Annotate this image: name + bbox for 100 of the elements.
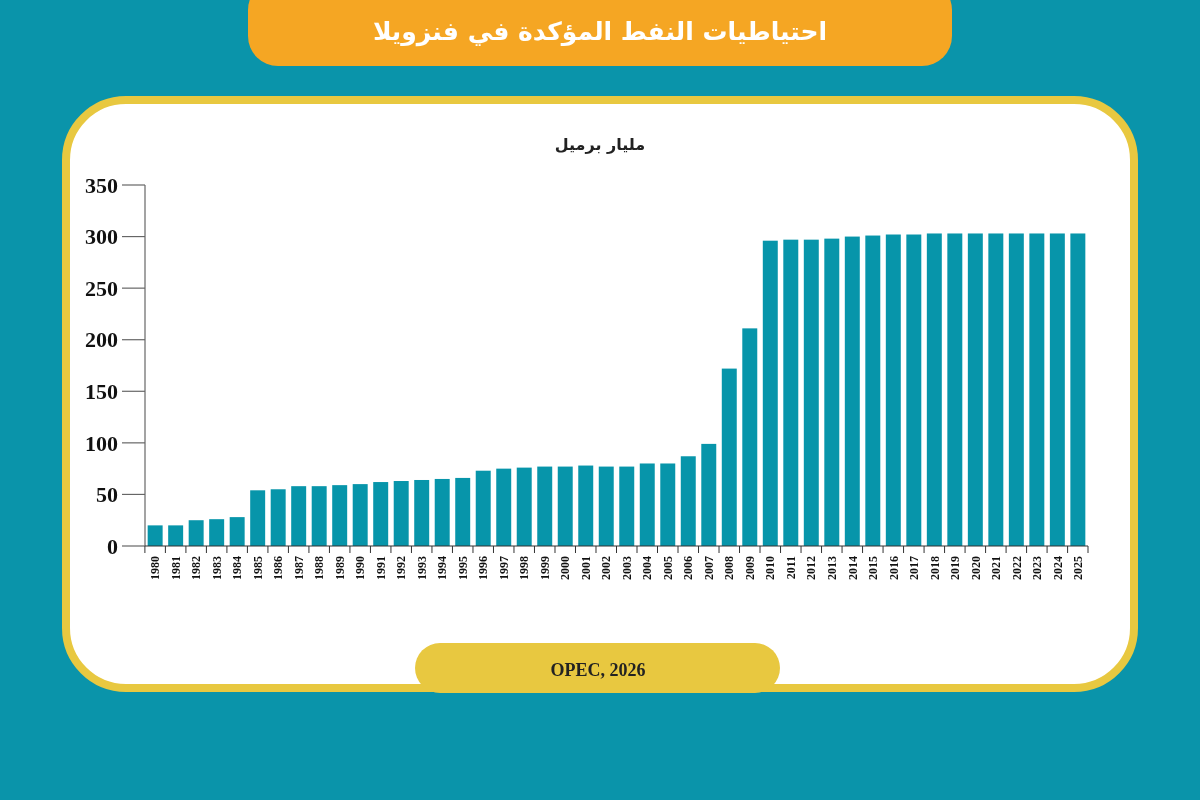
y-tick-label: 150 — [85, 378, 118, 404]
x-tick-label: 2006 — [681, 556, 696, 580]
x-tick-label: 1995 — [455, 556, 470, 580]
x-tick-label: 1989 — [332, 556, 347, 580]
bar — [168, 525, 184, 546]
bar — [742, 328, 758, 546]
y-tick-label: 100 — [85, 430, 118, 456]
x-tick-label: 2003 — [619, 556, 634, 580]
bar — [250, 490, 266, 546]
bar — [311, 486, 327, 546]
x-tick-label: 2008 — [722, 556, 737, 580]
bar — [906, 234, 922, 546]
bar — [1029, 233, 1045, 546]
bar — [947, 233, 963, 546]
y-tick-label: 300 — [85, 224, 118, 250]
bar — [721, 368, 737, 546]
bar — [701, 443, 717, 546]
x-tick-label: 2011 — [783, 556, 798, 580]
y-tick-label: 50 — [96, 482, 118, 508]
x-tick-label: 2024 — [1050, 556, 1065, 580]
x-tick-label: 1988 — [312, 556, 327, 580]
bar — [988, 233, 1004, 546]
x-tick-label: 1996 — [476, 556, 491, 580]
x-tick-label: 2012 — [804, 556, 819, 580]
bar — [660, 463, 676, 546]
x-tick-label: 2025 — [1071, 556, 1086, 580]
y-axis-title: مليار برميل — [554, 135, 646, 154]
y-tick-label: 0 — [107, 533, 118, 559]
bar — [885, 234, 901, 546]
bar — [475, 470, 491, 546]
x-tick-label: 1981 — [168, 556, 183, 580]
x-tick-label: 2021 — [989, 556, 1004, 580]
bar — [967, 233, 983, 546]
x-tick-label: 2009 — [742, 556, 757, 580]
x-tick-label: 2016 — [886, 556, 901, 580]
x-tick-label: 1984 — [230, 556, 245, 580]
x-tick-label: 2020 — [968, 556, 983, 580]
x-tick-label: 2013 — [825, 556, 839, 580]
bar — [188, 520, 204, 546]
bar — [291, 486, 307, 546]
chart-title: احتياطيات النفط المؤكدة في فنزويلا — [372, 17, 828, 47]
bar — [496, 468, 512, 546]
bar — [619, 466, 635, 546]
x-tick-label: 2002 — [599, 556, 614, 580]
x-tick-label: 1998 — [517, 556, 532, 580]
x-tick-label: 2015 — [866, 556, 881, 580]
bar — [373, 482, 389, 546]
bar — [229, 517, 245, 546]
bar — [352, 484, 368, 546]
x-tick-label: 1982 — [189, 556, 204, 580]
x-tick-label: 2000 — [558, 556, 573, 580]
x-tick-label: 1991 — [373, 556, 388, 580]
x-tick-label: 1987 — [291, 556, 306, 580]
bar — [455, 477, 471, 546]
x-tick-label: 2007 — [701, 556, 716, 580]
bar — [783, 239, 799, 546]
bar — [270, 489, 286, 546]
bar — [557, 466, 573, 546]
x-tick-label: 1985 — [250, 556, 265, 580]
bar — [434, 478, 450, 546]
bar — [578, 465, 594, 546]
bar — [147, 525, 163, 546]
bar — [762, 240, 778, 546]
bar — [516, 467, 532, 546]
x-tick-label: 1983 — [209, 556, 224, 580]
x-tick-label: 1994 — [435, 556, 450, 580]
x-tick-label: 1992 — [394, 556, 409, 580]
bar — [209, 519, 225, 546]
bar — [639, 463, 655, 546]
bar — [598, 466, 614, 546]
bar — [1049, 233, 1065, 546]
y-tick-label: 350 — [85, 172, 118, 198]
x-tick-label: 2010 — [763, 556, 778, 580]
x-tick-label: 2005 — [660, 556, 675, 580]
x-tick-label: 2022 — [1009, 556, 1024, 580]
bar — [803, 239, 819, 546]
bar — [865, 235, 881, 546]
x-tick-label: 1993 — [414, 556, 429, 580]
x-tick-label: 1986 — [271, 556, 286, 580]
x-tick-label: 2014 — [845, 556, 860, 580]
bar — [414, 479, 430, 546]
x-tick-label: 1997 — [496, 556, 511, 580]
bar — [680, 456, 696, 546]
bar — [1070, 233, 1086, 546]
x-tick-label: 1980 — [148, 556, 163, 580]
bar — [332, 485, 348, 546]
y-tick-label: 250 — [85, 275, 118, 301]
bar — [844, 236, 860, 546]
bar — [926, 233, 942, 546]
x-tick-label: 2023 — [1030, 556, 1045, 580]
x-tick-label: 2018 — [927, 556, 942, 580]
x-tick-label: 2004 — [640, 556, 655, 580]
x-tick-label: 1990 — [353, 556, 368, 580]
x-tick-label: 2001 — [578, 556, 593, 580]
bar — [393, 481, 409, 546]
bar — [1008, 233, 1024, 546]
x-tick-label: 2019 — [948, 556, 963, 580]
x-tick-label: 2017 — [907, 556, 922, 580]
x-tick-label: 1999 — [537, 556, 552, 580]
y-tick-label: 200 — [85, 327, 118, 353]
